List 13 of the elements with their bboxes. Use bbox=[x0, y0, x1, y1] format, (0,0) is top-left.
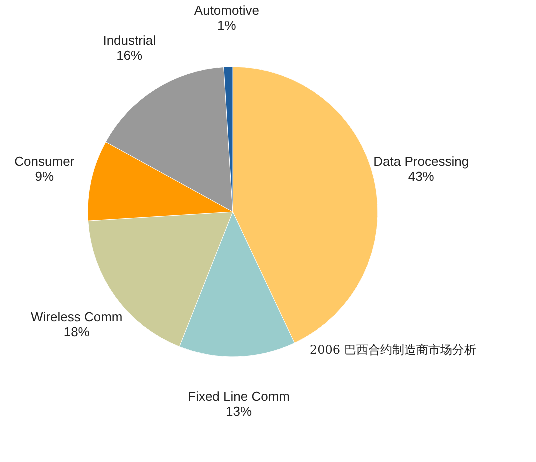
slice-label: Automotive bbox=[194, 3, 260, 18]
data-label: 43% bbox=[408, 168, 435, 184]
slice-label: Fixed Line Comm bbox=[188, 388, 290, 404]
slice-label: Consumer bbox=[14, 154, 76, 169]
slice-label: Industrial bbox=[103, 33, 156, 48]
data-label: 9% bbox=[35, 168, 54, 184]
slice-label: Data Processing bbox=[374, 154, 470, 169]
data-label: 18% bbox=[64, 324, 90, 340]
slice-label: Wireless Comm bbox=[30, 309, 123, 324]
data-label: 1% bbox=[218, 18, 237, 34]
text: 2006 巴西合约制造商市场分析 bbox=[310, 343, 476, 357]
data-label: 13% bbox=[226, 404, 253, 419]
data-label: 16% bbox=[116, 48, 144, 64]
